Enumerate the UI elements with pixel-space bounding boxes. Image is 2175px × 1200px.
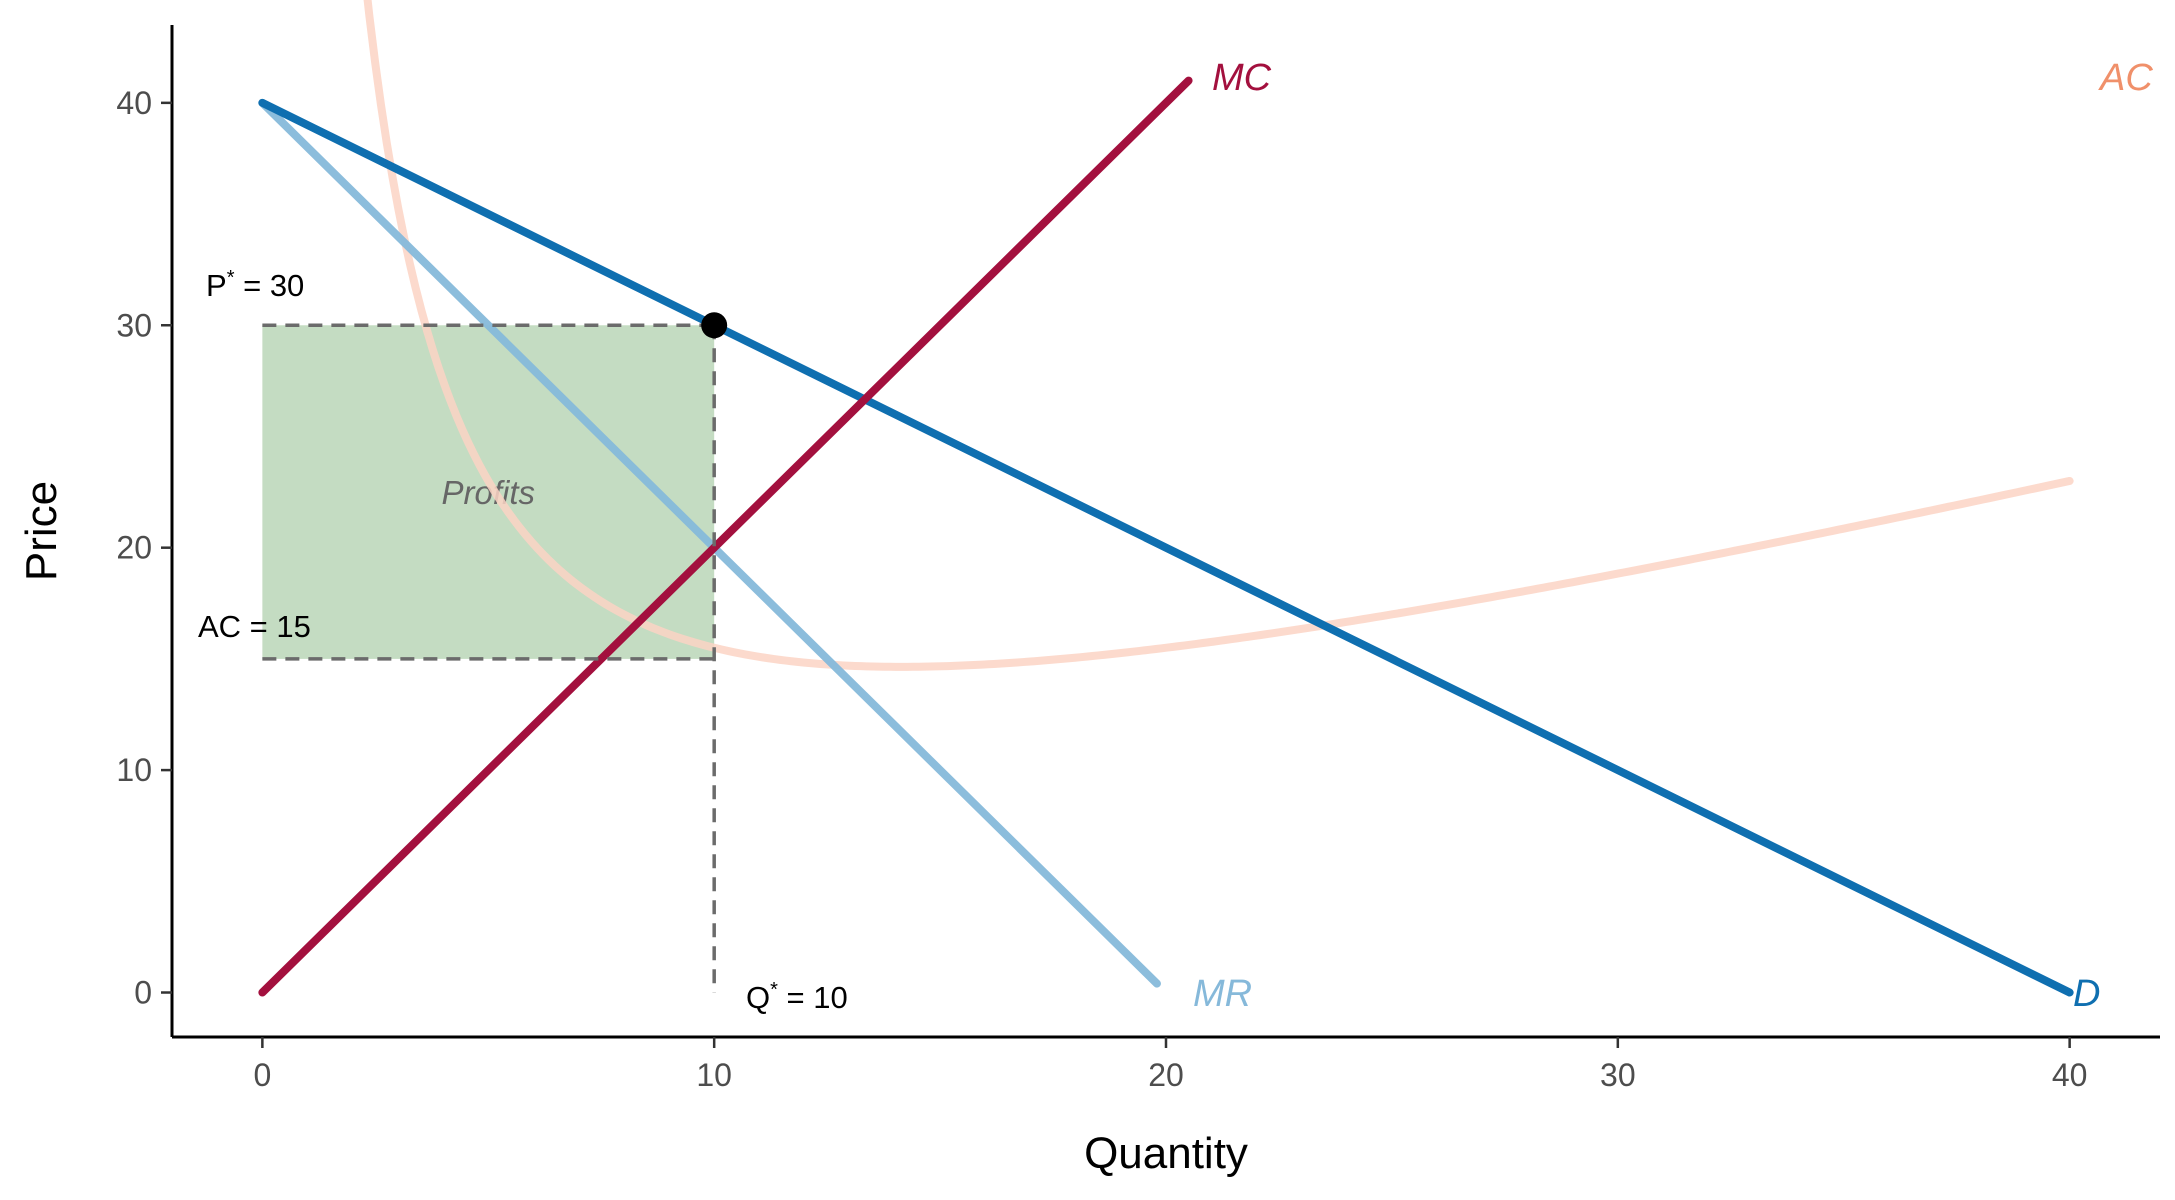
profit-layer: Profits bbox=[262, 325, 715, 659]
x-tick-label: 30 bbox=[1600, 1057, 1636, 1093]
y-tick-label: 20 bbox=[116, 530, 152, 566]
p-star-base: P bbox=[206, 268, 227, 303]
guides-layer bbox=[262, 323, 716, 993]
y-tick-label: 40 bbox=[116, 85, 152, 121]
labels-layer: Quantity Price P* = 30 Q* = 10 AC = 15 M… bbox=[17, 57, 2153, 1178]
p-star-value: = 30 bbox=[234, 268, 304, 303]
mr-label: MR bbox=[1193, 973, 1252, 1015]
y-tick-label: 30 bbox=[116, 307, 152, 343]
demand-curve bbox=[258, 98, 2074, 997]
mc-curve bbox=[258, 76, 1193, 997]
y-tick-label: 0 bbox=[134, 975, 152, 1011]
q-star-annotation: Q* = 10 bbox=[746, 979, 848, 1015]
p-star-annotation: P* = 30 bbox=[206, 267, 304, 303]
equilibrium-point bbox=[701, 312, 728, 339]
x-tick-label: 0 bbox=[253, 1057, 271, 1093]
q-star-base: Q bbox=[746, 980, 770, 1015]
mr-curve bbox=[258, 98, 1161, 988]
ticks-layer: 0 10 20 30 40 0 10 20 30 40 bbox=[116, 85, 2087, 1093]
y-tick-label: 10 bbox=[116, 752, 152, 788]
y-axis-title: Price bbox=[17, 481, 66, 581]
curves-layer bbox=[258, 0, 2074, 997]
mc-label: MC bbox=[1212, 57, 1272, 99]
q-star-sup: * bbox=[770, 979, 778, 1001]
x-tick-label: 40 bbox=[2052, 1057, 2088, 1093]
x-tick-label: 20 bbox=[1148, 1057, 1184, 1093]
profit-region bbox=[262, 325, 715, 659]
ac-level-annotation: AC = 15 bbox=[198, 609, 311, 644]
d-label: D bbox=[2073, 973, 2100, 1015]
x-axis-title: Quantity bbox=[1084, 1129, 1248, 1178]
x-tick-label: 10 bbox=[696, 1057, 732, 1093]
ac-label: AC bbox=[2098, 57, 2153, 99]
ac-curve bbox=[363, 0, 2074, 671]
p-star-sup: * bbox=[227, 267, 235, 289]
q-star-value: = 10 bbox=[778, 980, 848, 1015]
